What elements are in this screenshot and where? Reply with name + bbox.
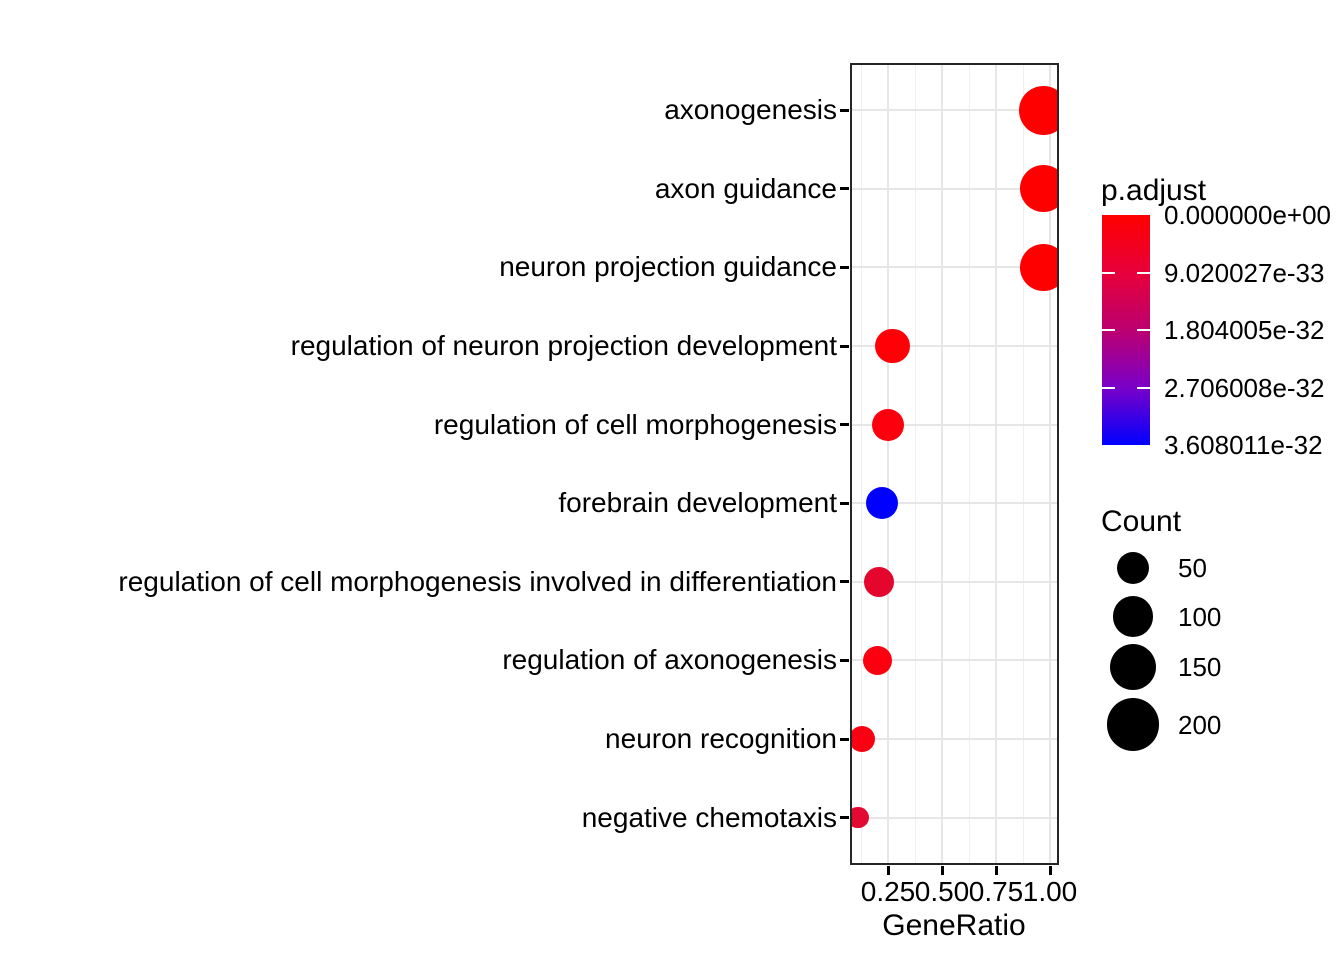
count-legend-label: 150 bbox=[1178, 652, 1222, 682]
gradient-tick-right bbox=[1137, 271, 1150, 274]
gridline-major-horizontal bbox=[850, 738, 1059, 740]
data-point-dot bbox=[850, 806, 869, 829]
count-legend-circle bbox=[1112, 596, 1154, 637]
gridline-major-vertical bbox=[995, 63, 997, 865]
x-axis-title: GeneRatio bbox=[882, 909, 1026, 942]
y-axis-tick bbox=[840, 580, 849, 584]
count-legend-title: Count bbox=[1101, 505, 1182, 538]
data-point-dot bbox=[850, 725, 876, 753]
x-axis-tick bbox=[886, 866, 890, 875]
y-axis-tick bbox=[840, 187, 849, 191]
y-axis-label: axon guidance bbox=[654, 172, 837, 204]
y-axis-tick bbox=[840, 501, 849, 505]
gridline-major-horizontal bbox=[850, 187, 1059, 190]
gridline-major-horizontal bbox=[850, 109, 1059, 112]
padjust-legend-label: 9.020027e-33 bbox=[1164, 257, 1325, 288]
gridline-major-vertical bbox=[1049, 63, 1051, 865]
count-legend-circle bbox=[1109, 643, 1157, 691]
gridline-major-vertical bbox=[941, 63, 943, 865]
plot-panel bbox=[850, 63, 1059, 865]
gridline-major-horizontal bbox=[850, 266, 1059, 269]
y-axis-tick bbox=[840, 108, 849, 112]
y-axis-label: regulation of cell morphogenesis involve… bbox=[118, 565, 837, 597]
padjust-legend-label: 2.706008e-32 bbox=[1164, 372, 1325, 403]
y-axis-tick bbox=[840, 737, 849, 741]
y-axis-label: regulation of neuron projection developm… bbox=[290, 330, 837, 361]
padjust-legend-label: 0.000000e+00 bbox=[1164, 200, 1332, 230]
x-axis-tick-label: 1.00 bbox=[1022, 876, 1078, 907]
data-point-dot bbox=[871, 408, 904, 441]
gridline-minor-vertical bbox=[968, 63, 970, 865]
x-axis-tick bbox=[1048, 866, 1052, 875]
padjust-legend-label: 3.608011e-32 bbox=[1164, 430, 1323, 460]
y-axis-tick bbox=[840, 816, 849, 820]
gradient-tick-right bbox=[1137, 329, 1150, 331]
gridline-minor-vertical bbox=[914, 63, 916, 865]
y-axis-tick bbox=[840, 265, 849, 269]
data-point-dot bbox=[874, 328, 910, 364]
y-axis-label: neuron recognition bbox=[605, 723, 837, 754]
gradient-tick-left bbox=[1102, 329, 1115, 331]
gridline-major-horizontal bbox=[850, 502, 1059, 505]
gridline-minor-vertical bbox=[860, 63, 862, 865]
data-point-dot bbox=[1020, 243, 1059, 291]
x-axis-tick bbox=[940, 866, 944, 875]
data-point-dot bbox=[862, 645, 892, 675]
gridline-major-horizontal bbox=[850, 816, 1059, 819]
gridline-major-vertical bbox=[887, 63, 889, 865]
gridline-major-horizontal bbox=[850, 659, 1059, 662]
gradient-tick-left bbox=[1102, 271, 1115, 274]
y-axis-label: forebrain development bbox=[558, 487, 837, 519]
count-legend: Count 50 100 150 200 bbox=[1101, 505, 1344, 785]
y-axis-tick bbox=[840, 658, 849, 662]
gridline-major-horizontal bbox=[850, 580, 1059, 583]
y-axis-label: neuron projection guidance bbox=[499, 251, 837, 283]
gridline-minor-vertical bbox=[1022, 63, 1024, 865]
x-axis-tick-label: 0.25 bbox=[860, 876, 916, 907]
count-legend-label: 100 bbox=[1178, 601, 1222, 632]
plot-area bbox=[850, 63, 1059, 865]
data-point-dot bbox=[865, 487, 898, 520]
padjust-legend-title: p.adjust bbox=[1101, 174, 1207, 207]
x-axis-tick-label: 0.75 bbox=[968, 876, 1024, 907]
gridline-major-horizontal bbox=[850, 423, 1059, 426]
data-point-dot bbox=[1019, 165, 1059, 213]
y-axis-label: regulation of cell morphogenesis bbox=[433, 408, 837, 440]
padjust-legend-label: 1.804005e-32 bbox=[1164, 315, 1325, 345]
y-axis-tick bbox=[840, 423, 849, 427]
gridline-major-horizontal bbox=[850, 345, 1059, 347]
y-axis-tick bbox=[840, 344, 849, 348]
data-point-dot bbox=[864, 566, 895, 597]
padjust-gradient-bar bbox=[1102, 215, 1150, 445]
x-axis-tick bbox=[994, 866, 998, 875]
count-legend-label: 50 bbox=[1178, 553, 1207, 583]
y-axis-label: axonogenesis bbox=[664, 94, 837, 126]
gradient-tick-right bbox=[1137, 386, 1150, 389]
data-point-dot bbox=[1019, 85, 1059, 135]
count-legend-circle bbox=[1106, 698, 1159, 751]
x-axis-tick-label: 0.50 bbox=[914, 876, 970, 907]
count-legend-circle bbox=[1116, 551, 1149, 584]
padjust-legend: p.adjust 0.000000e+00 9.020027e-33 1.80400… bbox=[1101, 174, 1344, 474]
y-axis-label: negative chemotaxis bbox=[581, 801, 837, 833]
gradient-tick-left bbox=[1102, 386, 1115, 389]
count-legend-label: 200 bbox=[1178, 709, 1222, 740]
y-axis-label: regulation of axonogenesis bbox=[502, 644, 837, 676]
